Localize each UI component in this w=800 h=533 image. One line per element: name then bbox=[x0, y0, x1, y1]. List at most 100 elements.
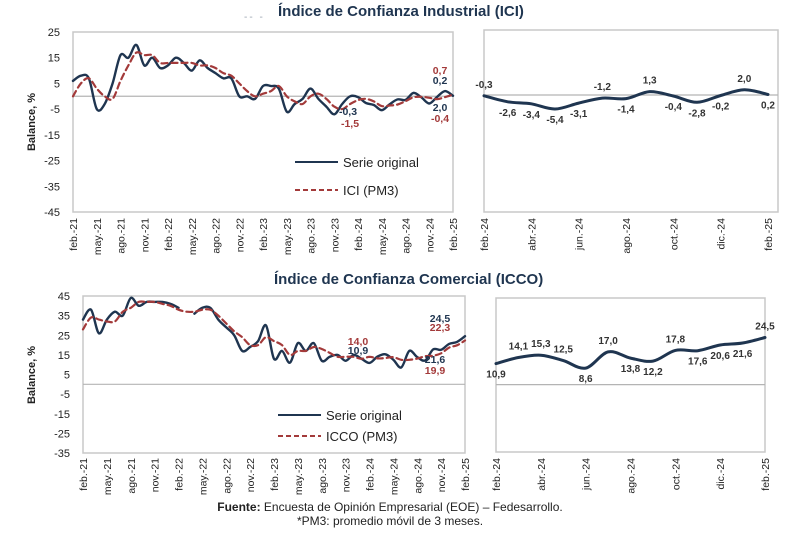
x-tick-label: feb.-25 bbox=[460, 458, 472, 491]
annotation-label: -1,5 bbox=[341, 118, 359, 130]
x-tick-label: ago.-23 bbox=[317, 458, 329, 494]
data-label: -1,2 bbox=[594, 82, 612, 93]
y-tick-label: -35 bbox=[54, 448, 70, 460]
data-label: 17,6 bbox=[688, 357, 708, 368]
data-label: 17,0 bbox=[598, 336, 618, 347]
data-label: -5,4 bbox=[546, 115, 564, 126]
x-tick-label: feb.-22 bbox=[174, 458, 186, 491]
y-tick-label: -45 bbox=[44, 207, 60, 219]
annotation-label: 0,2 bbox=[433, 75, 448, 87]
chart-ici-long: 25 15 5 -5 -15 -25 -35 -45 Balance, % feb.-21 may.… bbox=[26, 27, 460, 255]
x-tick-label: ago.-22 bbox=[221, 458, 233, 494]
series-line-original bbox=[71, 43, 455, 116]
y-tick-label: -5 bbox=[60, 389, 70, 401]
data-label: 12,5 bbox=[554, 345, 574, 356]
y-tick-label: -15 bbox=[54, 409, 70, 421]
x-tick-label: jun.-24 bbox=[581, 458, 593, 491]
data-label: 17,8 bbox=[666, 334, 686, 345]
x-tick-label: abr.-24 bbox=[536, 458, 548, 491]
x-tick-label: may.-22 bbox=[197, 458, 209, 495]
x-tick-label: ago.-21 bbox=[126, 458, 138, 494]
x-tick-label: nov.-24 bbox=[424, 218, 436, 252]
annotation-label: -0,3 bbox=[339, 106, 357, 118]
x-tick-label: dic.-24 bbox=[715, 458, 727, 490]
x-tick-label: abr.-24 bbox=[526, 218, 538, 251]
x-tick-label: nov.-24 bbox=[436, 458, 448, 492]
chart-title-icco: Índice de Confianza Comercial (ICCO) bbox=[274, 271, 544, 288]
annotation-label: 24,5 bbox=[430, 313, 451, 325]
x-tick-label: ago.-24 bbox=[401, 218, 413, 254]
plot-frame bbox=[72, 31, 454, 213]
y-tick-label: -35 bbox=[44, 181, 60, 193]
x-tick-label: nov.-22 bbox=[234, 218, 246, 252]
chart-title-ici: Índice de Confianza Industrial (ICI) bbox=[278, 3, 524, 20]
x-tick-label: feb.-24 bbox=[491, 458, 503, 491]
data-label: 21,6 bbox=[733, 349, 753, 360]
footer-source-text: Encuesta de Opinión Empresarial (EOE) – … bbox=[260, 500, 563, 514]
y-tick-label: -15 bbox=[44, 130, 60, 142]
x-tick-label: ago.-23 bbox=[306, 218, 318, 254]
annotation-label: 0,7 bbox=[433, 65, 448, 77]
y-tick-label: -25 bbox=[54, 428, 70, 440]
plot-frame bbox=[483, 29, 779, 213]
footer-source: Fuente: Encuesta de Opinión Empresarial … bbox=[0, 500, 790, 514]
y-tick-label: 45 bbox=[58, 291, 70, 303]
x-tick-label: may.-23 bbox=[282, 218, 294, 255]
x-tick-label: ago.-21 bbox=[116, 218, 128, 254]
x-tick-label: ago.-24 bbox=[412, 458, 424, 494]
data-label: 20,6 bbox=[710, 351, 730, 362]
y-tick-label: 15 bbox=[48, 53, 60, 65]
x-tick-label: feb.-24 bbox=[479, 218, 491, 251]
legend-label-pm3: ICCO (PM3) bbox=[326, 429, 398, 444]
legend: Serie original ICCO (PM3) bbox=[278, 408, 402, 444]
annotation-label: -0,4 bbox=[431, 113, 449, 125]
chart-ici-recent: feb.-24 abr.-24 jun.-24 ago.-24 oct.-24 dic.-… bbox=[475, 29, 779, 254]
x-tick-label: nov.-23 bbox=[341, 458, 353, 492]
x-tick-label: feb.-25 bbox=[448, 218, 460, 251]
title-artifact: -- - bbox=[244, 12, 265, 23]
x-tick-label: may.-24 bbox=[388, 458, 400, 495]
x-tick-label: nov.-23 bbox=[329, 218, 341, 252]
annotation-label: 21,6 bbox=[425, 354, 446, 366]
chart-icco-long: 45 35 25 15 5 -5 -15 -25 -35 Balance, % feb.-21 may… bbox=[26, 291, 472, 495]
x-tick-label: jun.-24 bbox=[574, 218, 586, 251]
annotation-label: 14,0 bbox=[348, 336, 369, 348]
x-tick-label: feb.-21 bbox=[78, 458, 90, 491]
series-line-pm3 bbox=[81, 300, 467, 362]
y-tick-label: 35 bbox=[58, 311, 70, 323]
data-label: -1,4 bbox=[617, 105, 635, 116]
data-label: 2,0 bbox=[737, 74, 751, 85]
data-label: 8,6 bbox=[579, 374, 593, 385]
x-tick-label: nov.-22 bbox=[245, 458, 257, 492]
series-line-original bbox=[482, 88, 770, 111]
data-label: -2,6 bbox=[499, 108, 517, 119]
x-tick-label: may.-22 bbox=[187, 218, 199, 255]
x-tick-label: feb.-25 bbox=[760, 458, 772, 491]
y-tick-label: 5 bbox=[64, 370, 70, 382]
x-tick-label: may.-21 bbox=[92, 218, 104, 255]
annotation-label: 22,3 bbox=[430, 322, 451, 334]
plot-frame bbox=[495, 297, 766, 453]
x-tick-label: feb.-21 bbox=[68, 218, 80, 251]
x-tick-label: may.-21 bbox=[102, 458, 114, 495]
x-tick-label: ago.-22 bbox=[211, 218, 223, 254]
y-tick-label: -25 bbox=[44, 156, 60, 168]
x-tick-label: nov.-21 bbox=[150, 458, 162, 492]
data-label: 0,2 bbox=[761, 100, 775, 111]
footer-source-label: Fuente: bbox=[217, 500, 261, 514]
data-label: 13,8 bbox=[621, 364, 641, 375]
x-tick-label: nov.-21 bbox=[139, 218, 151, 252]
annotation-label: 19,9 bbox=[425, 365, 446, 377]
y-tick-label: -5 bbox=[50, 104, 60, 116]
x-tick-label: oct.-24 bbox=[668, 218, 680, 250]
data-label: -0,2 bbox=[712, 102, 730, 113]
x-tick-label: feb.-23 bbox=[269, 458, 281, 491]
footer-note: *PM3: promedio móvil de 3 meses. bbox=[296, 514, 484, 528]
y-tick-label: 25 bbox=[58, 330, 70, 342]
data-label: -0,3 bbox=[475, 80, 493, 91]
x-tick-label: feb.-22 bbox=[163, 218, 175, 251]
legend: Serie original ICI (PM3) bbox=[295, 155, 419, 198]
data-label: 1,3 bbox=[643, 76, 657, 87]
x-tick-label: ago.-24 bbox=[626, 458, 638, 494]
